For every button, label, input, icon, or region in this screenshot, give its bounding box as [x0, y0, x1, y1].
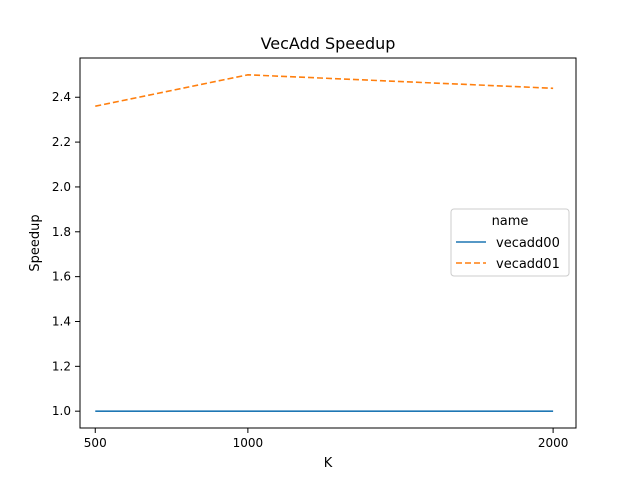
legend-title: name: [492, 214, 529, 229]
plot-area-frame: [79, 57, 577, 429]
x-axis-label: K: [324, 456, 333, 471]
legend-label-vecadd00: vecadd00: [496, 236, 560, 251]
y-tick-label: 1.2: [52, 359, 71, 373]
legend-items: vecadd00 vecadd01: [456, 236, 560, 272]
chart-title: VecAdd Speedup: [261, 34, 396, 53]
series-line-vecadd01: [95, 74, 554, 107]
series-lines: [95, 74, 554, 412]
y-tick-label: 1.4: [52, 314, 71, 328]
y-tick-label: 2.2: [52, 135, 71, 149]
y-tick-label: 1.8: [52, 225, 71, 239]
legend-box: [450, 208, 570, 277]
x-tick-label: 2000: [538, 436, 569, 450]
y-axis-ticks: 1.0 1.2 1.4 1.6 1.8 2.0 2.2 2.4: [52, 90, 80, 418]
legend: name vecadd00 vecadd01: [450, 208, 570, 277]
y-tick-label: 1.0: [52, 404, 71, 418]
y-axis-label: Speedup: [28, 214, 43, 271]
legend-label-vecadd01: vecadd01: [496, 257, 560, 272]
x-axis-ticks: 500 1000 2000: [84, 428, 569, 450]
y-tick-label: 2.0: [52, 180, 71, 194]
y-tick-label: 2.4: [52, 90, 71, 104]
x-tick-label: 500: [84, 436, 107, 450]
x-tick-label: 1000: [233, 436, 264, 450]
y-tick-label: 1.6: [52, 270, 71, 284]
